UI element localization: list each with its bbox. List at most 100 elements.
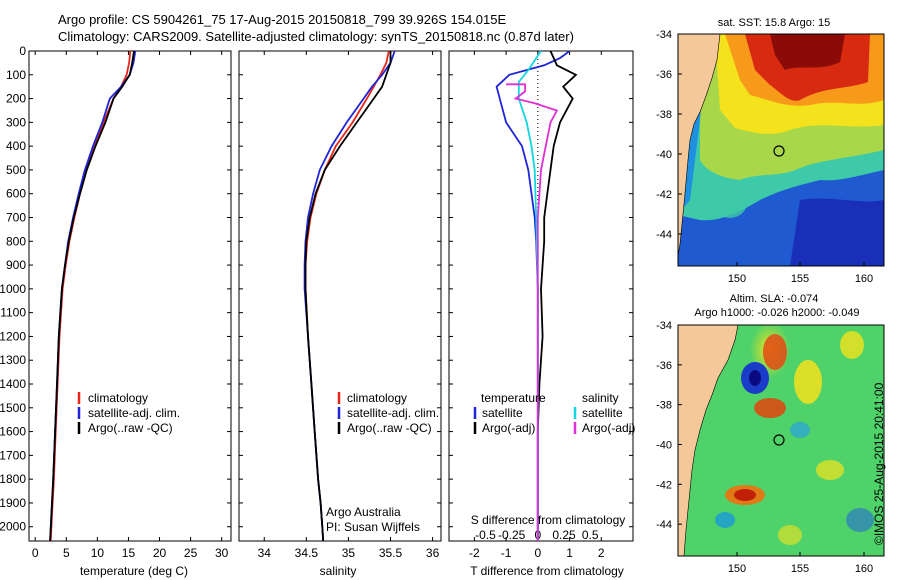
depth-tick-label: 800: [6, 234, 26, 248]
series-line-s-argo: [506, 83, 559, 541]
legend-argo-label: Argo(..raw -QC): [88, 421, 173, 435]
depth-tick-label: 1800: [0, 472, 26, 486]
series-group: [49, 51, 137, 541]
difference-legend: temperature satellite Argo(-adj) salinit…: [473, 391, 635, 435]
climatology-title: Climatology: CARS2009. Satellite-adjuste…: [58, 29, 574, 44]
legend-t-sat-label: satellite: [482, 406, 523, 420]
sst-argo-location-marker: [773, 145, 785, 157]
depth-tick-label: 600: [6, 187, 26, 201]
salinity-xlabel: salinity: [320, 564, 357, 578]
map-lat-label: -40: [656, 439, 672, 451]
series-group: [495, 51, 578, 541]
sla-land: [677, 324, 739, 557]
depth-tick-label: 500: [6, 163, 26, 177]
x-tick-label: 20: [153, 546, 167, 560]
depth-tick-label: 200: [6, 92, 26, 106]
x-tick-label: 0: [32, 546, 39, 560]
legend-t-argo-label: Argo(-adj): [482, 421, 535, 435]
depth-tick-label: 1200: [0, 329, 26, 343]
x2-tick-label: -0.25: [498, 528, 526, 542]
map-lat-label: -42: [656, 189, 672, 201]
x-tick-label: 36: [426, 546, 440, 560]
map-lon-label: 150: [728, 563, 746, 575]
map-lat-label: -34: [656, 29, 672, 41]
depth-tick-label: 1400: [0, 377, 26, 391]
depth-tick-label: 1600: [0, 425, 26, 439]
t-difference-xlabel: T difference from climatology: [470, 564, 624, 578]
map-lat-label: -38: [656, 109, 672, 121]
temperature-legend: climatology satellite-adj. clim. Argo(..…: [77, 391, 180, 435]
map-lat-label: -44: [656, 519, 672, 531]
map-lat-label: -36: [656, 360, 672, 372]
depth-tick-label: 400: [6, 139, 26, 153]
x2-tick-label: 0.25: [552, 528, 576, 542]
map-lat-label: -42: [656, 479, 672, 491]
depth-tick-label: 1100: [0, 306, 26, 320]
depth-tick-label: 1900: [0, 496, 26, 510]
salinity-axes: [238, 50, 442, 542]
map-lat-label: -34: [656, 320, 672, 332]
x-tick-label: 5: [63, 546, 70, 560]
x-tick-label: -2: [469, 546, 480, 560]
depth-tick-label: 0: [19, 44, 26, 58]
depth-tick-label: 700: [6, 211, 26, 225]
map-lat-label: -40: [656, 149, 672, 161]
depth-tick-label: 1700: [0, 448, 26, 462]
annotation-argo-australia: Argo Australia: [326, 505, 401, 519]
sla-argo-location-marker: [773, 434, 785, 446]
legend-salinity-heading: salinity: [582, 391, 619, 405]
sla-title-2: Argo h1000: -0.026 h2000: -0.049: [694, 307, 859, 319]
x-tick-label: 15: [122, 546, 136, 560]
map-lat-label: -44: [656, 229, 672, 241]
x-tick-label: 34.5: [295, 546, 319, 560]
map-lon-label: 155: [791, 273, 809, 285]
x-tick-label: 25: [184, 546, 198, 560]
salinity-legend: climatology satellite-adj. clim. Argo(..…: [337, 391, 439, 435]
x-tick-label: 34: [258, 546, 272, 560]
legend-argo-label: Argo(..raw -QC): [347, 421, 432, 435]
depth-tick-label: 2000: [0, 520, 26, 534]
x2-tick-label: 0.5: [582, 528, 599, 542]
depth-tick-label: 900: [6, 258, 26, 272]
map-lat-label: -38: [656, 400, 672, 412]
map-lon-label: 160: [855, 273, 873, 285]
x2-tick-label: -0.5: [475, 528, 496, 542]
sla-map-frame: [677, 324, 885, 557]
sla-title-1: Altim. SLA: -0.074: [730, 293, 819, 305]
legend-clim-label: climatology: [347, 391, 407, 405]
temperature-xlabel: temperature (deg C): [80, 564, 188, 578]
legend-sat-label: satellite-adj. clim.: [88, 406, 180, 420]
legend-s-argo-label: Argo(-adj): [582, 421, 635, 435]
s-difference-label: S difference from climatology: [471, 513, 626, 527]
series-line-argo: [49, 51, 135, 541]
sst-map: sat. SST: 15.8 Argo: 15: [677, 17, 885, 267]
x-tick-label: 30: [215, 546, 229, 560]
map-lon-label: 160: [855, 563, 873, 575]
imos-credit: ©IMOS 25-Aug-2015 20:41:00: [872, 382, 886, 545]
profile-title: Argo profile: CS 5904261_75 17-Aug-2015 …: [58, 12, 507, 27]
x-tick-label: 1: [566, 546, 573, 560]
depth-tick-label: 300: [6, 115, 26, 129]
map-lat-label: -36: [656, 69, 672, 81]
x-tick-label: 10: [91, 546, 105, 560]
series-line-argo: [304, 51, 392, 541]
map-lon-label: 150: [728, 273, 746, 285]
annotation-pi: PI: Susan Wijffels: [326, 520, 420, 534]
legend-sat-label: satellite-adj. clim.: [347, 406, 439, 420]
sst-map-frame: [677, 33, 885, 267]
x-tick-label: 35.5: [379, 546, 403, 560]
depth-tick-label: 1300: [0, 353, 26, 367]
temperature-axes: [28, 50, 232, 542]
legend-s-sat-label: satellite: [582, 406, 623, 420]
depth-tick-label: 1500: [0, 401, 26, 415]
series-line-climatology: [49, 51, 132, 541]
depth-tick-label: 100: [6, 68, 26, 82]
sla-map: Altim. SLA: -0.074 Argo h1000: -0.026 h2…: [677, 293, 885, 557]
legend-clim-label: climatology: [88, 391, 148, 405]
x-tick-label: 35: [342, 546, 356, 560]
map-lon-label: 155: [791, 563, 809, 575]
series-line-t-argo: [536, 51, 578, 541]
legend-temperature-heading: temperature: [481, 391, 546, 405]
sst-map-title: sat. SST: 15.8 Argo: 15: [718, 17, 831, 29]
